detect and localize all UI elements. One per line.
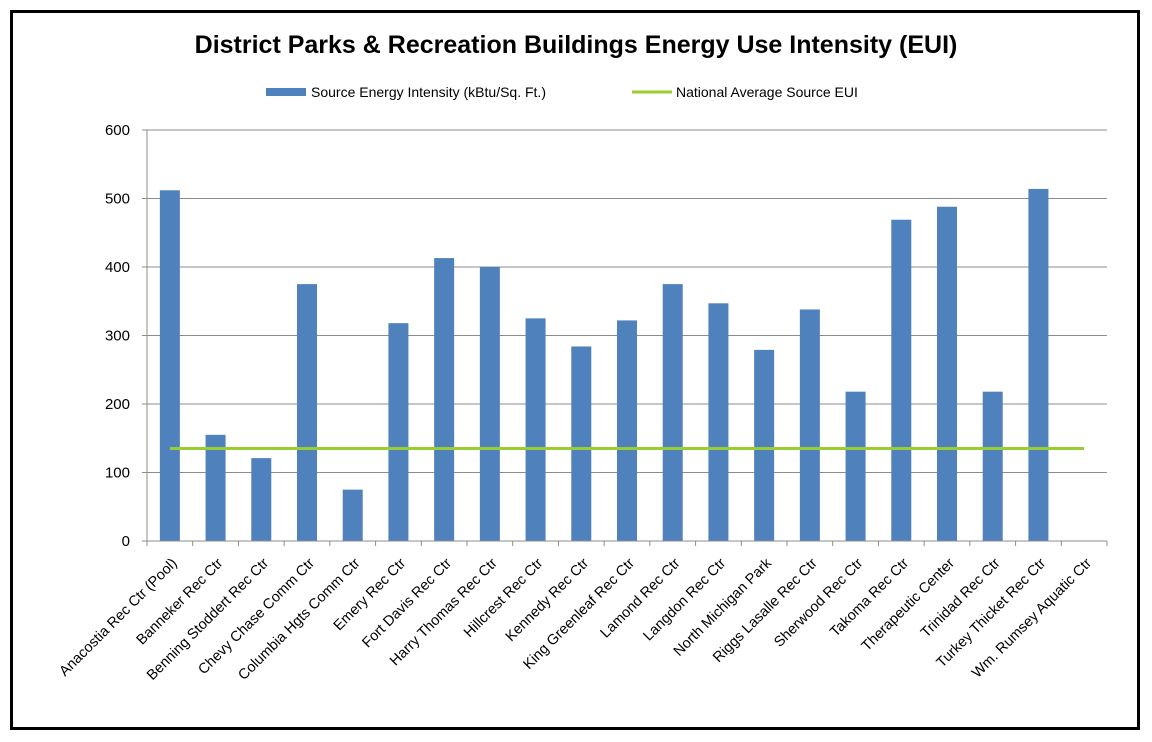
bar [525, 318, 546, 541]
bar [1028, 188, 1049, 541]
x-axis-labels: Anacostia Rec Ctr (Pool)Banneker Rec Ctr… [57, 555, 1096, 684]
y-tick-label: 600 [105, 122, 130, 139]
legend-bar-swatch [266, 88, 306, 96]
bar [617, 320, 637, 541]
x-tick-label: Lamond Rec Ctr [598, 555, 684, 641]
x-tick-label: Banneker Rec Ctr [134, 555, 227, 648]
bar [891, 219, 912, 542]
bar [708, 303, 729, 541]
y-tick-label: 400 [105, 259, 130, 276]
bar [342, 489, 363, 541]
plot-area: 0 100 200 300 400 500 600 Anacostia Rec Ctr (P… [57, 122, 1108, 684]
y-axis-ticks: 0 100 200 300 400 500 600 [105, 122, 147, 550]
x-tick-label: Takoma Rec Ctr [827, 555, 912, 640]
bar [937, 206, 957, 541]
bar [479, 267, 500, 541]
bar [662, 284, 683, 541]
bar [297, 284, 317, 541]
bar [845, 391, 866, 541]
x-tick-label: Kennedy Rec Ctr [503, 555, 593, 645]
x-tick-label: Trinidad Rec Ctr [918, 555, 1004, 641]
bar [251, 458, 272, 541]
bar [434, 258, 455, 541]
legend-line-label: National Average Source EUI [676, 84, 858, 100]
bar [982, 391, 1003, 541]
y-tick-label: 300 [105, 328, 130, 345]
x-tick-label: Hillcrest Rec Ctr [461, 555, 546, 640]
bar [205, 434, 226, 541]
chart-title: District Parks & Recreation Buildings En… [195, 31, 958, 59]
axes [146, 130, 1108, 546]
bar [754, 349, 775, 541]
y-tick-label: 500 [105, 191, 130, 208]
bars [159, 188, 1049, 542]
legend-bar-label: Source Energy Intensity (kBtu/Sq. Ft.) [311, 84, 546, 100]
bar [388, 323, 409, 541]
x-tick-label: Langdon Rec Ctr [640, 555, 729, 644]
bar [159, 190, 180, 541]
y-tick-label: 0 [122, 533, 130, 550]
bar [571, 346, 592, 541]
y-tick-label: 200 [105, 396, 130, 413]
legend: Source Energy Intensity (kBtu/Sq. Ft.) N… [266, 84, 858, 100]
y-tick-label: 100 [105, 465, 130, 482]
bar [799, 309, 820, 541]
